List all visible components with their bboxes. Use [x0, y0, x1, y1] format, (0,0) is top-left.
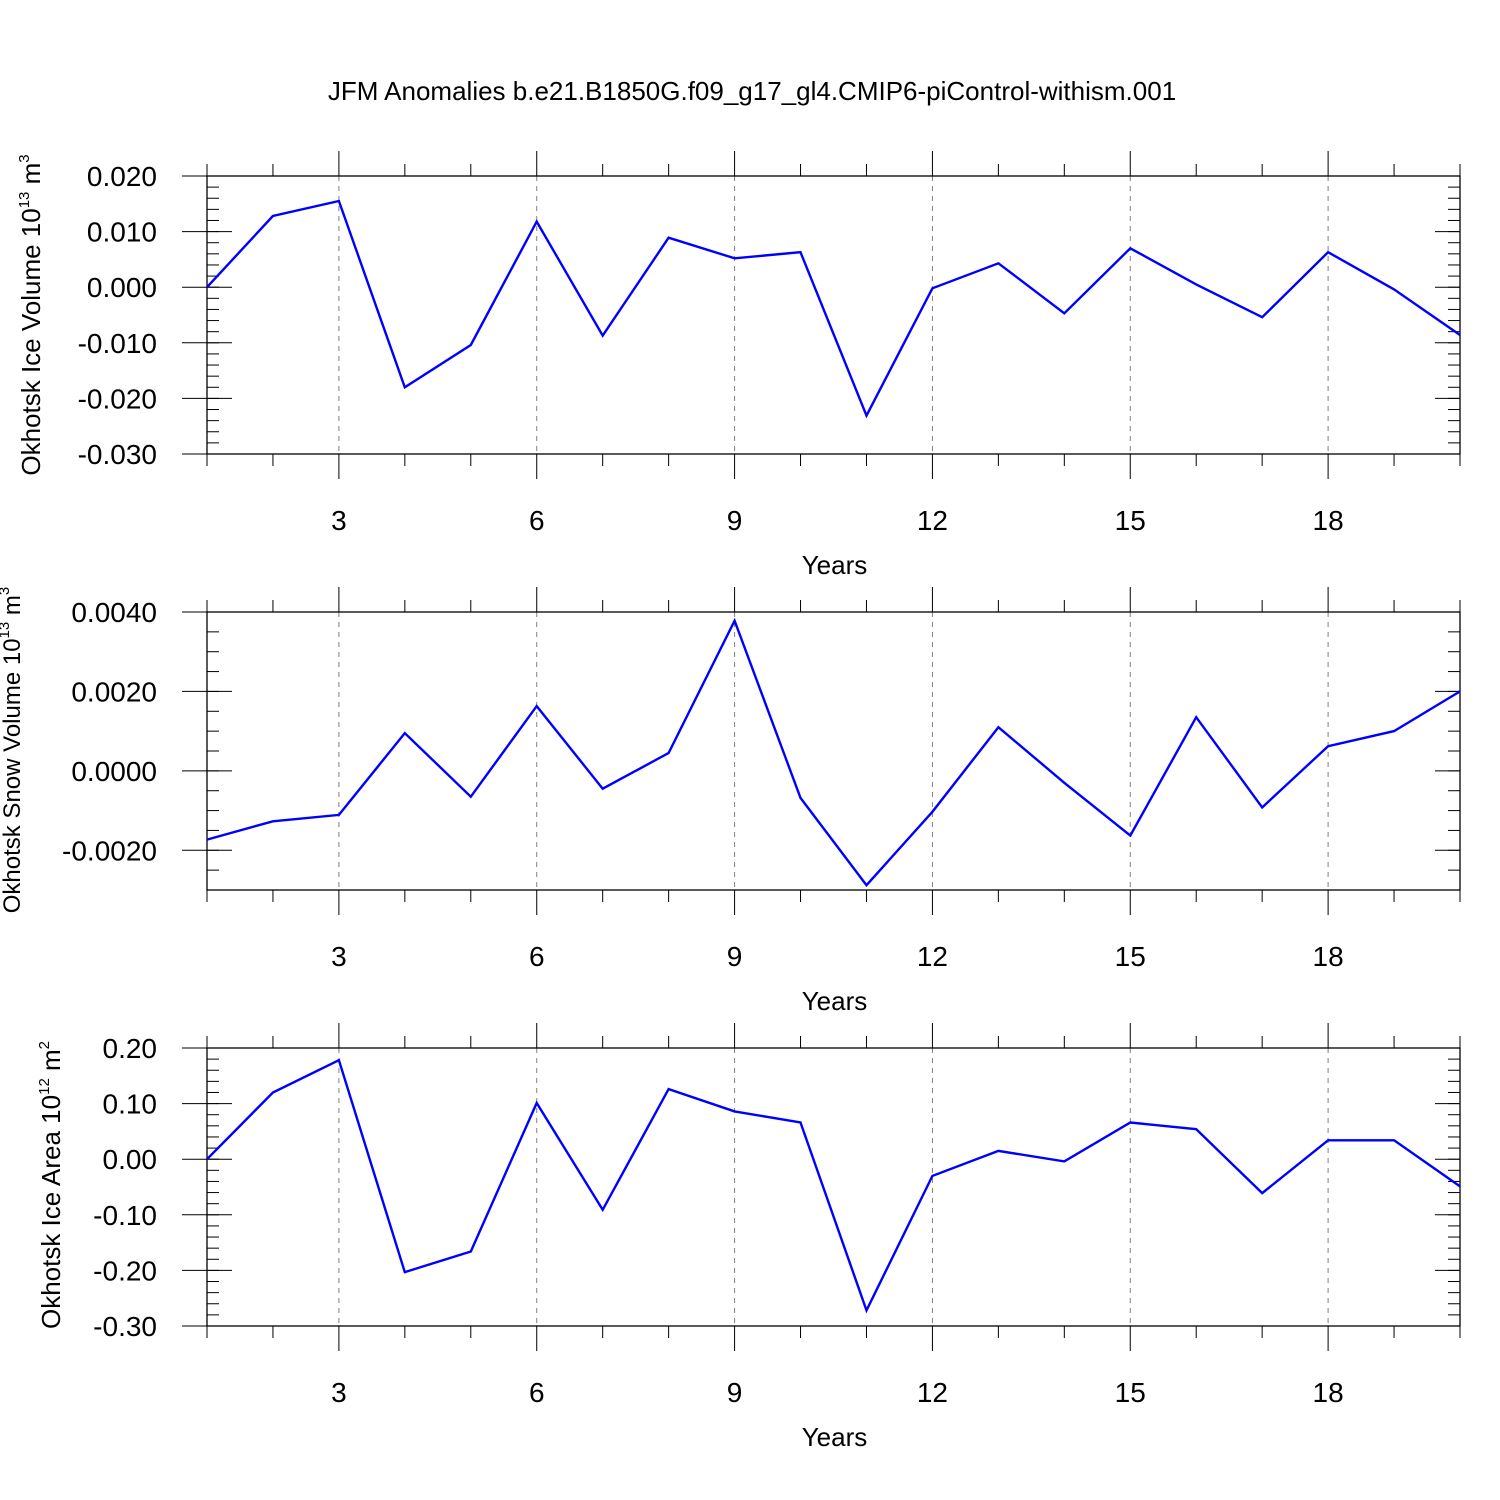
y-tick-label: 0.020 — [87, 161, 157, 192]
x-tick-label: 3 — [331, 505, 347, 536]
y-tick-label: 0.010 — [87, 217, 157, 248]
y-tick-label: -0.10 — [93, 1200, 157, 1231]
y-tick-label: 0.000 — [87, 272, 157, 303]
x-tick-label: 3 — [331, 941, 347, 972]
plot-frame — [206, 175, 1461, 455]
x-tick-label: 15 — [1115, 1377, 1146, 1408]
y-axis-title: Okhotsk Ice Volume 1013 m3 — [16, 154, 46, 475]
chart-title: JFM Anomalies b.e21.B1850G.f09_g17_gl4.C… — [328, 76, 1176, 106]
series-line-ice-volume — [206, 199, 1461, 419]
x-tick-label: 9 — [727, 505, 743, 536]
x-tick-label: 18 — [1313, 505, 1344, 536]
plot-frame — [206, 1047, 1461, 1327]
x-tick-label: 3 — [331, 1377, 347, 1408]
y-tick-label: -0.030 — [78, 439, 157, 470]
series-line-ice-area — [206, 1058, 1461, 1314]
x-tick-label: 9 — [727, 941, 743, 972]
x-tick-label: 6 — [529, 505, 545, 536]
y-axis-title: Okhotsk Snow Volume 1013 m3 — [0, 587, 26, 914]
x-tick-label: 6 — [529, 1377, 545, 1408]
y-axis-title: Okhotsk Ice Area 1012 m2 — [36, 1041, 66, 1329]
y-tick-label: -0.020 — [78, 383, 157, 414]
series-line-snow-volume — [206, 617, 1461, 888]
x-axis-title: Years — [802, 1422, 868, 1452]
y-tick-label: -0.0020 — [62, 835, 157, 866]
panel-ice-area: -0.30 -0.20 -0.10 0.00 0.10 0.20 3 6 9 12 15 18 Year… — [36, 1023, 1461, 1452]
y-tick-label: -0.010 — [78, 328, 157, 359]
y-tick-label: -0.30 — [93, 1311, 157, 1342]
y-tick-label: 0.00 — [103, 1144, 158, 1175]
x-tick-label: 12 — [917, 941, 948, 972]
x-axis-title: Years — [802, 986, 868, 1016]
x-tick-label: 15 — [1115, 941, 1146, 972]
panel-snow-volume: -0.0020 0.0000 0.0020 0.0040 3 6 9 12 15 18 Years O… — [0, 587, 1461, 1016]
x-tick-label: 12 — [917, 505, 948, 536]
y-tick-label: 0.0040 — [71, 597, 157, 628]
y-tick-label: 0.0000 — [71, 756, 157, 787]
x-tick-label: 18 — [1313, 941, 1344, 972]
x-tick-label: 6 — [529, 941, 545, 972]
x-tick-label: 9 — [727, 1377, 743, 1408]
y-tick-label: 0.10 — [103, 1089, 158, 1120]
y-tick-label: -0.20 — [93, 1255, 157, 1286]
y-tick-label: 0.20 — [103, 1033, 158, 1064]
x-axis-title: Years — [802, 550, 868, 580]
x-tick-label: 12 — [917, 1377, 948, 1408]
plot-frame — [206, 611, 1461, 891]
x-tick-label: 18 — [1313, 1377, 1344, 1408]
y-tick-label: 0.0020 — [71, 676, 157, 707]
x-tick-label: 15 — [1115, 505, 1146, 536]
panel-ice-volume: -0.030 -0.020 -0.010 0.000 0.010 0.020 3 6 9 12 15… — [16, 151, 1461, 580]
